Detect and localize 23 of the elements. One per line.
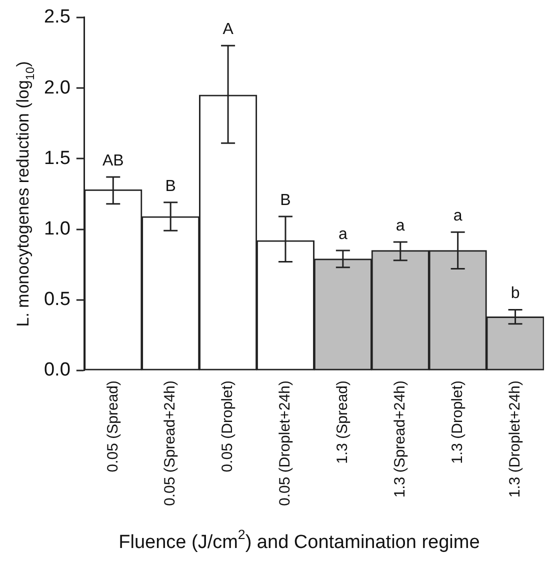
x-tick-label: 1.3 (Droplet): [448, 380, 466, 464]
annotation: a: [338, 226, 348, 243]
x-tick-label: 0.05 (Droplet): [219, 380, 236, 472]
annotation: b: [510, 285, 520, 302]
y-tick-label: 2.0: [44, 77, 70, 98]
annotation: a: [453, 207, 462, 224]
x-tick-label: 0.05 (Spread+24h): [162, 380, 179, 506]
annotation: A: [222, 21, 234, 38]
annotation: B: [280, 192, 291, 209]
annotation: AB: [102, 152, 124, 170]
x-tick-label: 0.05 (Droplet+24h): [276, 380, 294, 506]
x-tick-label: 0.05 (Spread): [104, 380, 122, 472]
y-tick-label: 0.0: [44, 360, 70, 381]
y-tick-label: 2.5: [44, 6, 70, 28]
annotation: a: [396, 217, 405, 234]
annotation: B: [165, 178, 176, 195]
x-tick-label: 1.3 (Droplet+24h): [506, 380, 524, 498]
x-tick-label: 1.3 (Spread+24h): [392, 380, 409, 498]
x-tick-label: 1.3 (Spread): [334, 380, 352, 464]
y-tick-label: 1.5: [44, 148, 70, 169]
y-axis-title: L. monocytogenes reduction (log10): [14, 61, 38, 327]
y-tick-label: 1.0: [44, 218, 70, 240]
y-tick-label: 0.5: [44, 289, 70, 310]
